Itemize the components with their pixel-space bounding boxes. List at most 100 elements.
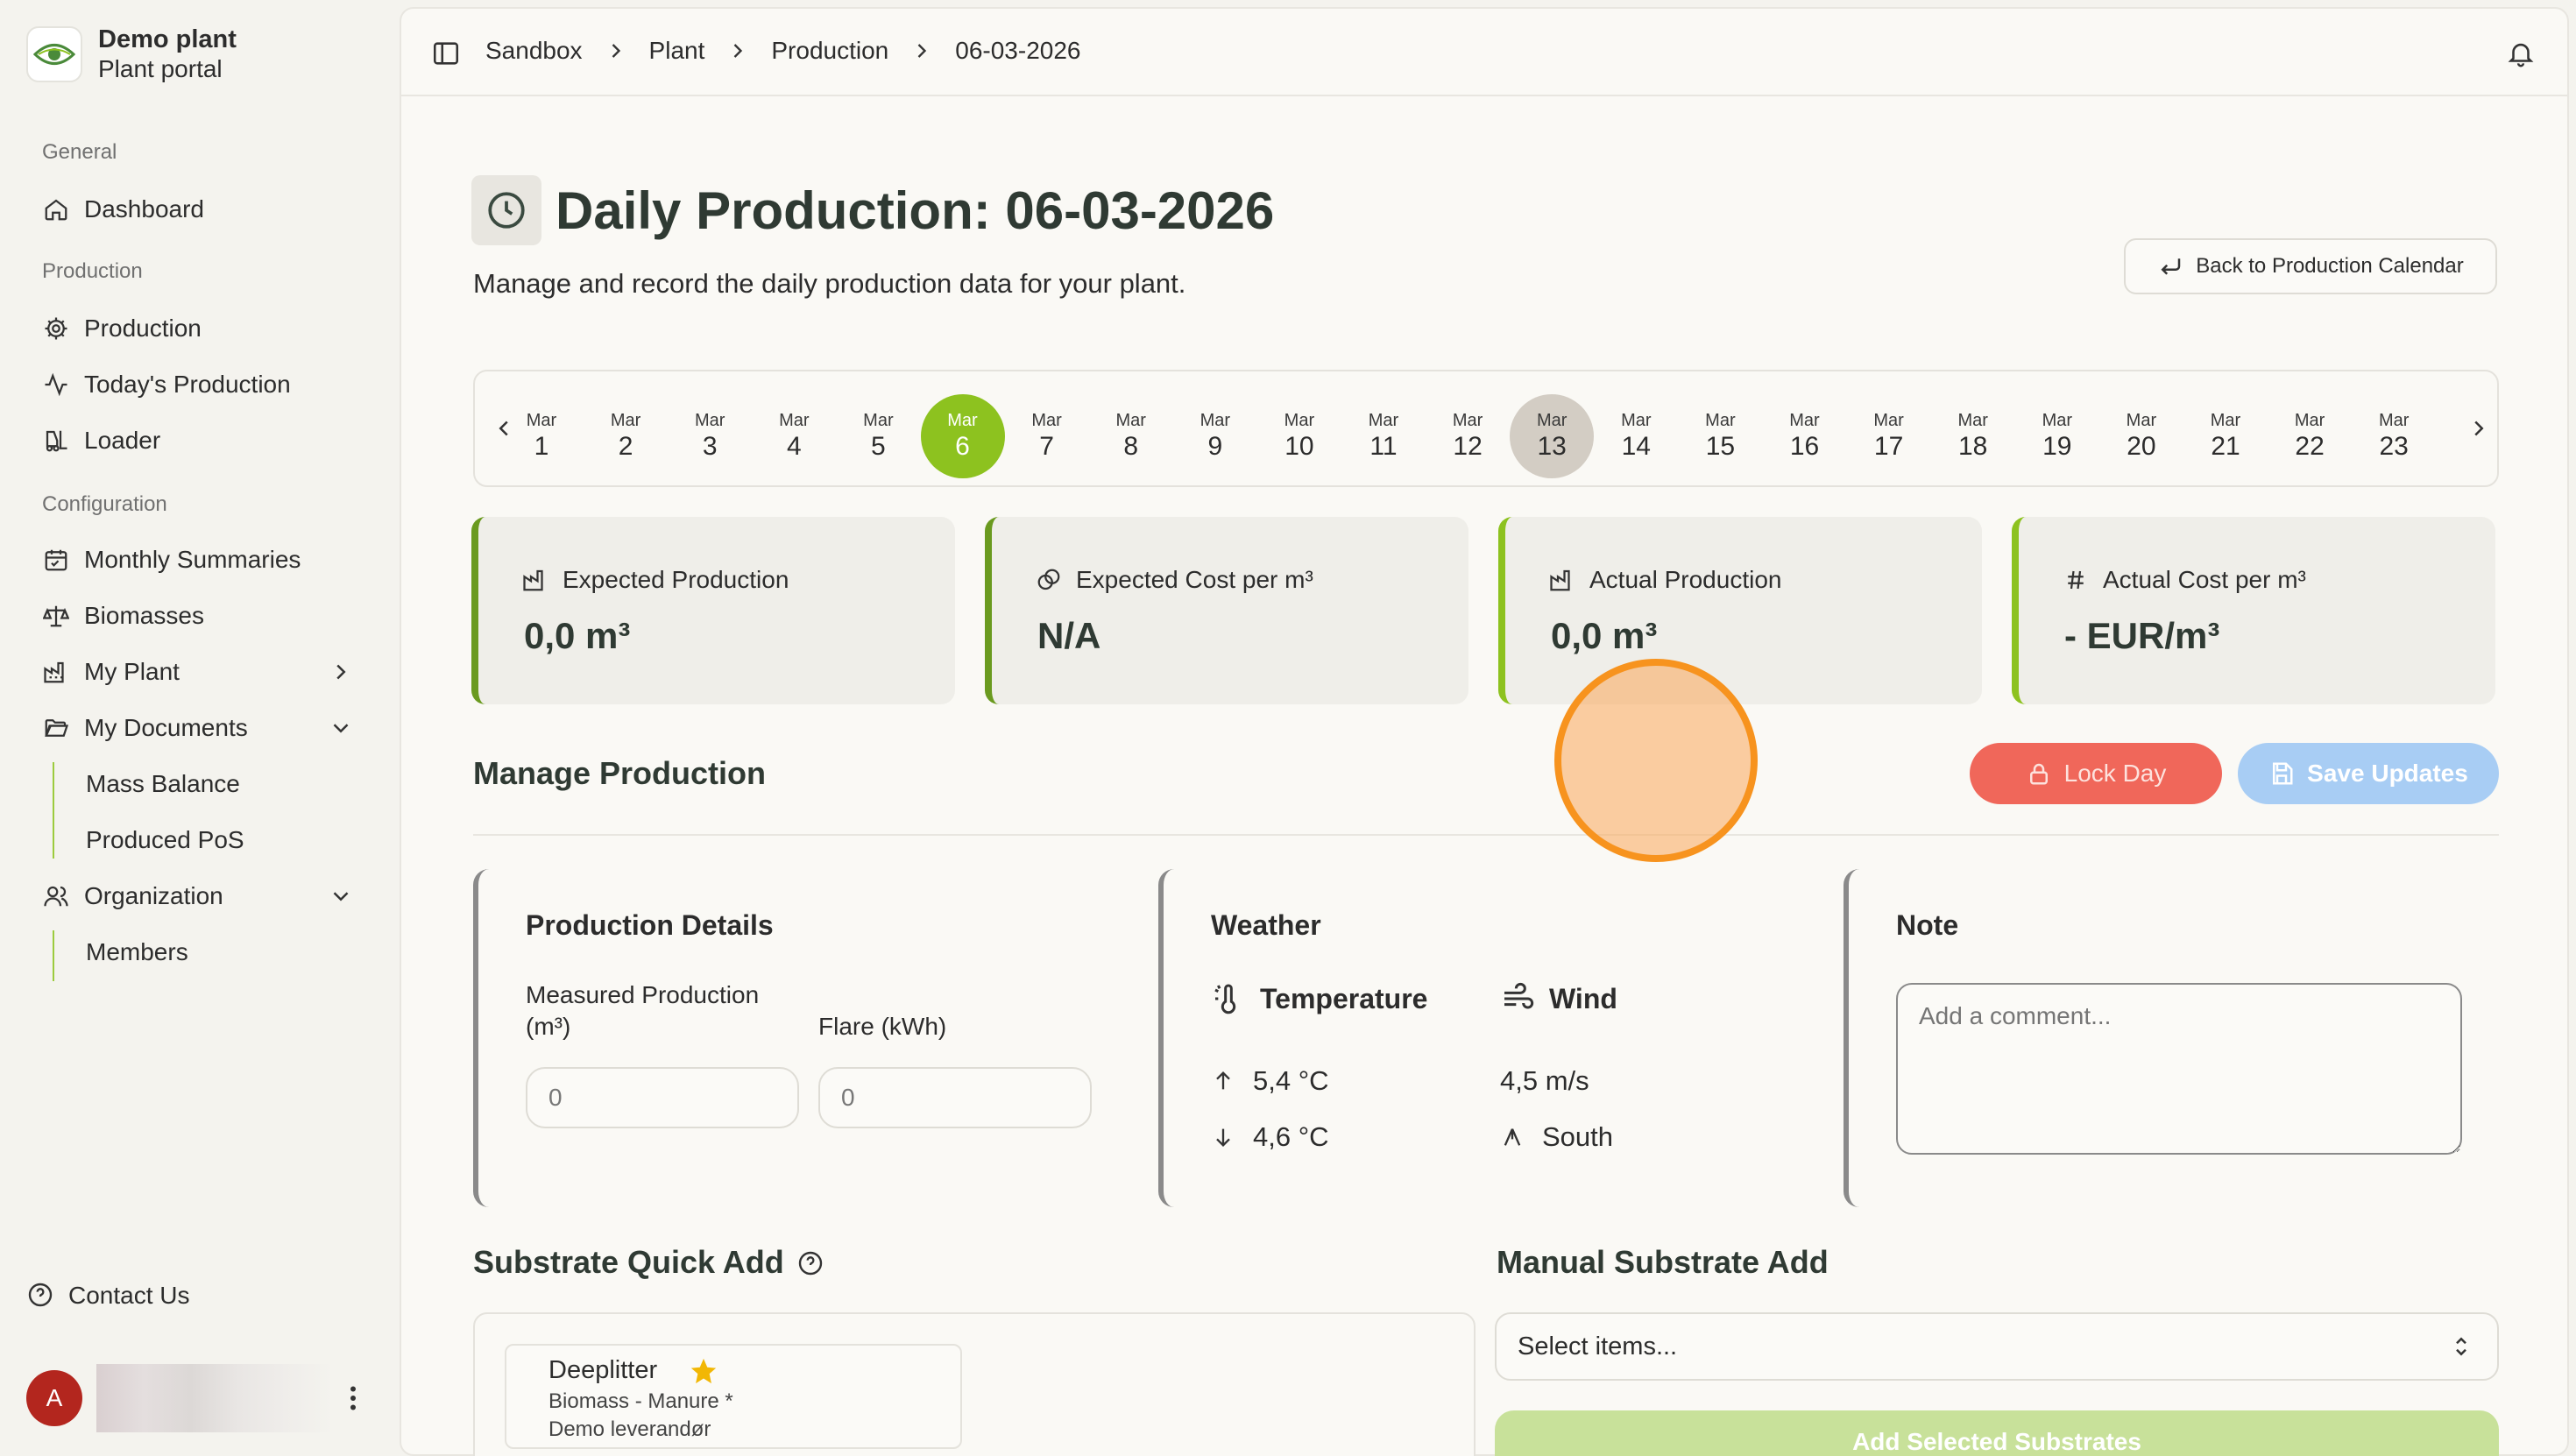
sidebar-item-loader[interactable]: Loader: [40, 419, 160, 463]
date-22[interactable]: Mar 22: [2268, 394, 2352, 478]
substrate-quick-add-title: Substrate Quick Add: [473, 1244, 824, 1281]
date-month: Mar: [2210, 411, 2241, 430]
submenu-line: [53, 762, 54, 859]
date-1[interactable]: Mar 1: [499, 394, 584, 478]
bell-icon[interactable]: [2506, 39, 2536, 68]
quick-add-list: Deeplitter Biomass - Manure * Demo lever…: [473, 1312, 1522, 1456]
avatar[interactable]: A: [26, 1370, 82, 1426]
sidebar-item-label: Organization: [84, 882, 223, 909]
date-day: 7: [1039, 432, 1054, 461]
substrate-supplier: Demo leverandør: [548, 1417, 711, 1441]
breadcrumb-current: 06-03-2026: [955, 37, 1081, 64]
sidebar-subitem-produced-pos[interactable]: Produced PoS: [86, 826, 244, 853]
date-13[interactable]: Mar 13: [1510, 394, 1595, 478]
date-month: Mar: [1452, 411, 1483, 430]
calendar-icon: [40, 544, 72, 576]
date-12[interactable]: Mar 12: [1426, 394, 1510, 478]
sidebar-subitem-mass-balance[interactable]: Mass Balance: [86, 770, 240, 797]
date-month: Mar: [1200, 411, 1231, 430]
sidebar-item-label: Production: [84, 315, 202, 342]
brand-subtitle: Plant portal: [98, 55, 223, 82]
sidebar-item-my-plant[interactable]: My Plant: [40, 650, 346, 694]
breadcrumb-production[interactable]: Production: [771, 37, 889, 64]
sidebar-item-todays-production[interactable]: Today's Production: [40, 363, 291, 406]
user-menu[interactable]: A: [26, 1363, 377, 1433]
sidebar-item-dashboard[interactable]: Dashboard: [40, 187, 204, 231]
brand[interactable]: Demo plant Plant portal: [26, 25, 237, 84]
date-19[interactable]: Mar 19: [2015, 394, 2099, 478]
date-15[interactable]: Mar 15: [1678, 394, 1762, 478]
chevrons-up-down-icon: [2448, 1333, 2474, 1360]
chevron-down-icon[interactable]: [328, 883, 354, 909]
quick-add-item-deeplitter[interactable]: Deeplitter Biomass - Manure * Demo lever…: [505, 1344, 962, 1449]
date-7[interactable]: Mar 7: [1005, 394, 1089, 478]
brand-name: Demo plant: [98, 25, 237, 53]
date-6[interactable]: Mar 6: [920, 394, 1005, 478]
chevron-left-icon[interactable]: [491, 415, 517, 442]
contact-us-link[interactable]: Contact Us: [26, 1281, 190, 1311]
date-day: 22: [2295, 432, 2325, 461]
contact-us-label: Contact Us: [68, 1282, 190, 1309]
date-month: Mar: [526, 411, 557, 430]
date-day: 6: [955, 432, 970, 461]
chevron-right-icon[interactable]: [328, 659, 354, 685]
sidebar-subitem-members[interactable]: Members: [86, 938, 188, 965]
wind-header: Wind: [1500, 981, 1617, 1016]
temp-high: 5,4 °C: [1211, 1065, 1329, 1097]
temp-low: 4,6 °C: [1211, 1121, 1329, 1153]
date-day: 17: [1873, 432, 1904, 461]
date-8[interactable]: Mar 8: [1089, 394, 1173, 478]
breadcrumb-sandbox[interactable]: Sandbox: [485, 37, 583, 64]
date-2[interactable]: Mar 2: [584, 394, 668, 478]
substrate-select[interactable]: Select items...: [1495, 1312, 2499, 1381]
chevron-right-icon[interactable]: [2466, 415, 2492, 442]
date-9[interactable]: Mar 9: [1173, 394, 1257, 478]
date-14[interactable]: Mar 14: [1594, 394, 1678, 478]
date-3[interactable]: Mar 3: [668, 394, 752, 478]
date-17[interactable]: Mar 17: [1847, 394, 1931, 478]
measured-production-input[interactable]: [526, 1067, 799, 1128]
more-vertical-icon[interactable]: [340, 1382, 366, 1414]
date-10[interactable]: Mar 10: [1257, 394, 1341, 478]
substrate-name: Deeplitter: [548, 1356, 658, 1384]
sidebar-item-monthly-summaries[interactable]: Monthly Summaries: [40, 538, 301, 582]
stat-value: - EUR/m³: [2064, 615, 2220, 656]
breadcrumb-plant[interactable]: Plant: [648, 37, 705, 64]
note-textarea[interactable]: [1896, 983, 2462, 1155]
sidebar-item-my-documents[interactable]: My Documents: [40, 706, 349, 750]
save-icon: [2268, 760, 2295, 787]
flare-input[interactable]: [818, 1067, 1092, 1128]
sidebar-item-organization[interactable]: Organization: [40, 874, 349, 918]
date-23[interactable]: Mar 23: [2352, 394, 2436, 478]
group-label-general: General: [42, 140, 117, 164]
save-updates-button[interactable]: Save Updates: [2238, 743, 2499, 804]
date-day: 8: [1123, 432, 1139, 461]
user-name-redacted: [96, 1364, 333, 1432]
stat-label: Expected Cost per m³: [1076, 566, 1313, 593]
wind-speed: 4,5 m/s: [1500, 1065, 1589, 1096]
date-11[interactable]: Mar 11: [1341, 394, 1426, 478]
scale-icon: [40, 600, 72, 632]
date-20[interactable]: Mar 20: [2099, 394, 2183, 478]
help-circle-icon[interactable]: [796, 1248, 824, 1276]
date-month: Mar: [947, 411, 978, 430]
date-5[interactable]: Mar 5: [836, 394, 920, 478]
sidebar-toggle-icon[interactable]: [431, 39, 461, 68]
back-to-calendar-button[interactable]: Back to Production Calendar: [2124, 238, 2497, 294]
date-4[interactable]: Mar 4: [752, 394, 836, 478]
chevron-down-icon[interactable]: [328, 715, 354, 741]
sidebar-item-label: Loader: [84, 427, 161, 454]
add-selected-substrates-button[interactable]: Add Selected Substrates: [1495, 1410, 2499, 1456]
sidebar-item-biomasses[interactable]: Biomasses: [40, 594, 204, 638]
date-month: Mar: [2042, 411, 2073, 430]
sidebar-item-production[interactable]: Production: [40, 307, 202, 350]
date-16[interactable]: Mar 16: [1763, 394, 1847, 478]
date-day: 11: [1369, 432, 1398, 461]
date-18[interactable]: Mar 18: [1931, 394, 2015, 478]
star-icon[interactable]: [689, 1356, 718, 1386]
substrate-category: Biomass - Manure *: [548, 1389, 733, 1413]
lock-icon: [2026, 760, 2052, 787]
activity-icon: [40, 369, 72, 400]
date-21[interactable]: Mar 21: [2183, 394, 2268, 478]
lock-day-button[interactable]: Lock Day: [1970, 743, 2222, 804]
